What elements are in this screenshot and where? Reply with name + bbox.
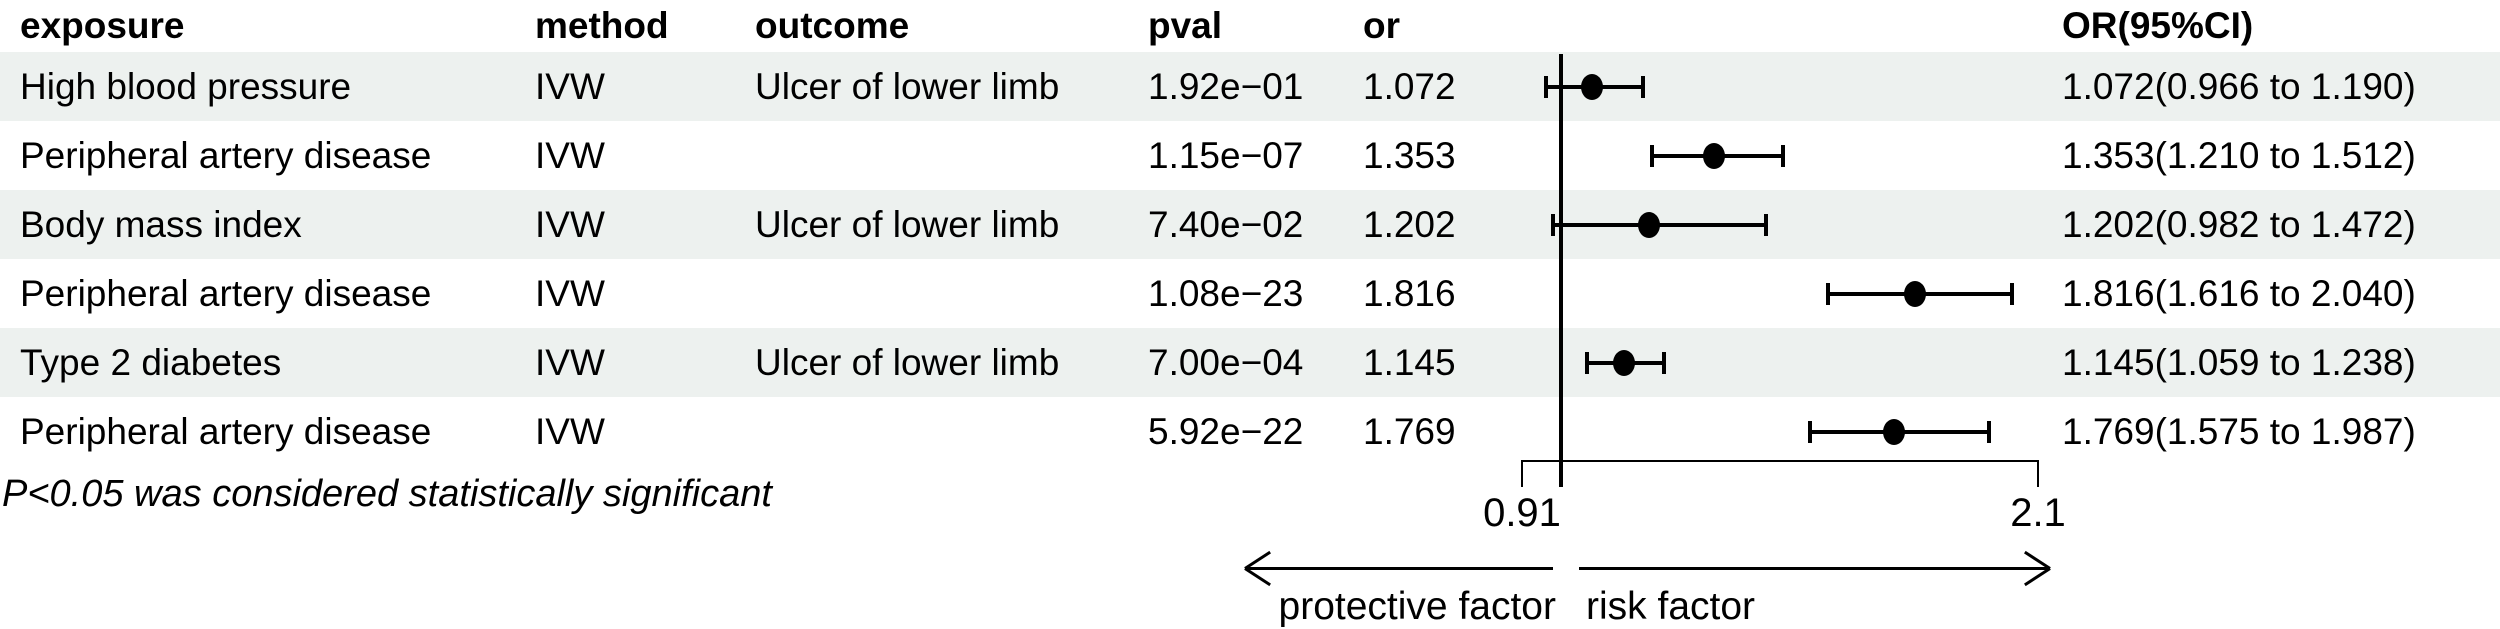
reference-line [1559,54,1564,487]
axis-line [1522,460,2038,462]
cell-method: IVW [535,135,605,176]
ci-cap-low [1551,213,1556,236]
ci-cap-low [1650,144,1655,167]
header-exposure: exposure [20,5,185,46]
or-point [1581,73,1604,100]
cell-pval: 5.92e−22 [1148,411,1304,452]
cell-ci_label: 1.202(0.982 to 1.472) [2062,204,2416,245]
ci-cap-high [1662,351,1667,374]
cell-pval: 1.08e−23 [1148,273,1304,314]
cell-ci_label: 1.816(1.616 to 2.040) [2062,273,2416,314]
table-row: Type 2 diabetes IVW Ulcer of lower limb 7.0… [0,328,2500,397]
ci-cap-low [1544,75,1549,98]
table-row: Peripheral artery disease IVW 1.15e−07 1.35… [0,121,2500,190]
cell-ci_label: 1.769(1.575 to 1.987) [2062,411,2416,452]
cell-exposure: Type 2 diabetes [20,342,282,383]
axis-tick-label-min: 0.91 [1483,491,1561,535]
ci-cap-low [1808,420,1813,443]
ci-cap-high [1763,213,1768,236]
ci-cap-high [1987,420,1991,443]
cell-or_label: 1.769 [1363,411,1456,452]
ci-cap-high [2009,282,2014,305]
cell-ci_label: 1.353(1.210 to 1.512) [2062,135,2416,176]
cell-or_label: 1.145 [1363,342,1456,383]
header-outcome: outcome [755,5,910,46]
cell-method: IVW [535,273,605,314]
cell-method: IVW [535,204,605,245]
axis-tick-min [1521,460,1523,487]
or-point [1703,142,1726,169]
table-row: Peripheral artery disease IVW 5.92e−22 1.76… [0,397,2500,466]
cell-or_label: 1.816 [1363,273,1456,314]
cell-outcome: Ulcer of lower limb [755,342,1060,383]
ci-cap-low [1826,282,1831,305]
table-row: Peripheral artery disease IVW 1.08e−23 1.81… [0,259,2500,328]
left-arrow-line [1245,566,1554,570]
cell-pval: 1.15e−07 [1148,135,1304,176]
ci-cap-low [1584,351,1589,374]
protective-factor-label: protective factor [1278,585,1556,628]
cell-or_label: 1.072 [1363,66,1456,107]
cell-ci_label: 1.072(0.966 to 1.190) [2062,66,2416,107]
cell-method: IVW [535,66,605,107]
ci-cap-high [1781,144,1786,167]
cell-outcome: Ulcer of lower limb [755,204,1060,245]
cell-pval: 7.40e−02 [1148,204,1304,245]
header-or: or [1363,5,1400,46]
or-point [1883,418,1906,445]
left-arrow-head [1244,566,1271,586]
right-arrow-head [2024,566,2051,586]
cell-outcome: Ulcer of lower limb [755,66,1060,107]
cell-method: IVW [535,411,605,452]
cell-exposure: Peripheral artery disease [20,135,432,176]
cell-exposure: Body mass index [20,204,302,245]
cell-pval: 1.92e−01 [1148,66,1304,107]
header-pval: pval [1148,5,1223,46]
cell-or_label: 1.202 [1363,204,1456,245]
header-or-ci: OR(95%CI) [2062,5,2254,46]
cell-or_label: 1.353 [1363,135,1456,176]
or-point [1637,211,1660,238]
table-row: Body mass index IVW Ulcer of lower limb 7.4… [0,190,2500,259]
cell-method: IVW [535,342,605,383]
axis-tick-label-max: 2.1 [2010,491,2066,535]
or-point [1903,280,1926,307]
right-arrow-line [1579,566,2050,570]
or-point [1612,349,1635,376]
cell-ci_label: 1.145(1.059 to 1.238) [2062,342,2416,383]
significance-note: P<0.05 was considered statistically sign… [2,473,772,515]
cell-exposure: Peripheral artery disease [20,273,432,314]
ci-cap-high [1641,75,1646,98]
axis-tick-max [2037,460,2039,487]
cell-exposure: High blood pressure [20,66,352,107]
cell-pval: 7.00e−04 [1148,342,1304,383]
risk-factor-label: risk factor [1586,585,1756,628]
cell-exposure: Peripheral artery disease [20,411,432,452]
header-method: method [535,5,669,46]
table-row: High blood pressure IVW Ulcer of lower lim… [0,52,2500,121]
